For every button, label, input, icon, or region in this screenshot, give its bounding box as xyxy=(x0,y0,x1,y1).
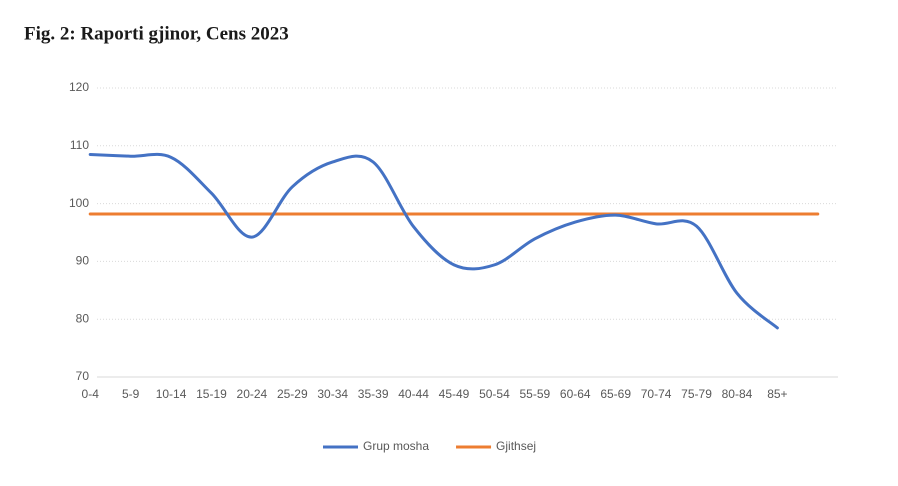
y-tick-label: 70 xyxy=(76,369,90,383)
x-tick-label: 25-29 xyxy=(277,387,308,401)
x-tick-label: 35-39 xyxy=(358,387,389,401)
x-tick-label: 5-9 xyxy=(122,387,140,401)
x-tick-label: 15-19 xyxy=(196,387,227,401)
legend-label: Gjithsej xyxy=(496,439,536,453)
y-tick-label: 120 xyxy=(69,80,89,94)
y-tick-label: 100 xyxy=(69,196,89,210)
x-tick-label: 60-64 xyxy=(560,387,591,401)
x-tick-label: 10-14 xyxy=(156,387,187,401)
y-tick-label: 80 xyxy=(76,311,90,325)
chart-title: Fig. 2: Raporti gjinor, Cens 2023 xyxy=(24,23,289,44)
x-tick-label: 70-74 xyxy=(641,387,672,401)
x-tick-label: 55-59 xyxy=(519,387,550,401)
x-tick-label: 80-84 xyxy=(722,387,753,401)
x-tick-label: 40-44 xyxy=(398,387,429,401)
y-tick-label: 110 xyxy=(70,138,89,152)
x-tick-label: 50-54 xyxy=(479,387,510,401)
x-tick-label: 30-34 xyxy=(317,387,348,401)
x-tick-label: 75-79 xyxy=(681,387,712,401)
x-tick-label: 20-24 xyxy=(237,387,268,401)
x-tick-label: 45-49 xyxy=(439,387,470,401)
x-tick-label: 85+ xyxy=(767,387,787,401)
legend-label: Grup mosha xyxy=(363,439,429,453)
line-series xyxy=(88,152,779,330)
x-tick-label: 0-4 xyxy=(82,387,100,401)
x-tick-label: 65-69 xyxy=(600,387,631,401)
y-tick-label: 90 xyxy=(76,254,90,268)
